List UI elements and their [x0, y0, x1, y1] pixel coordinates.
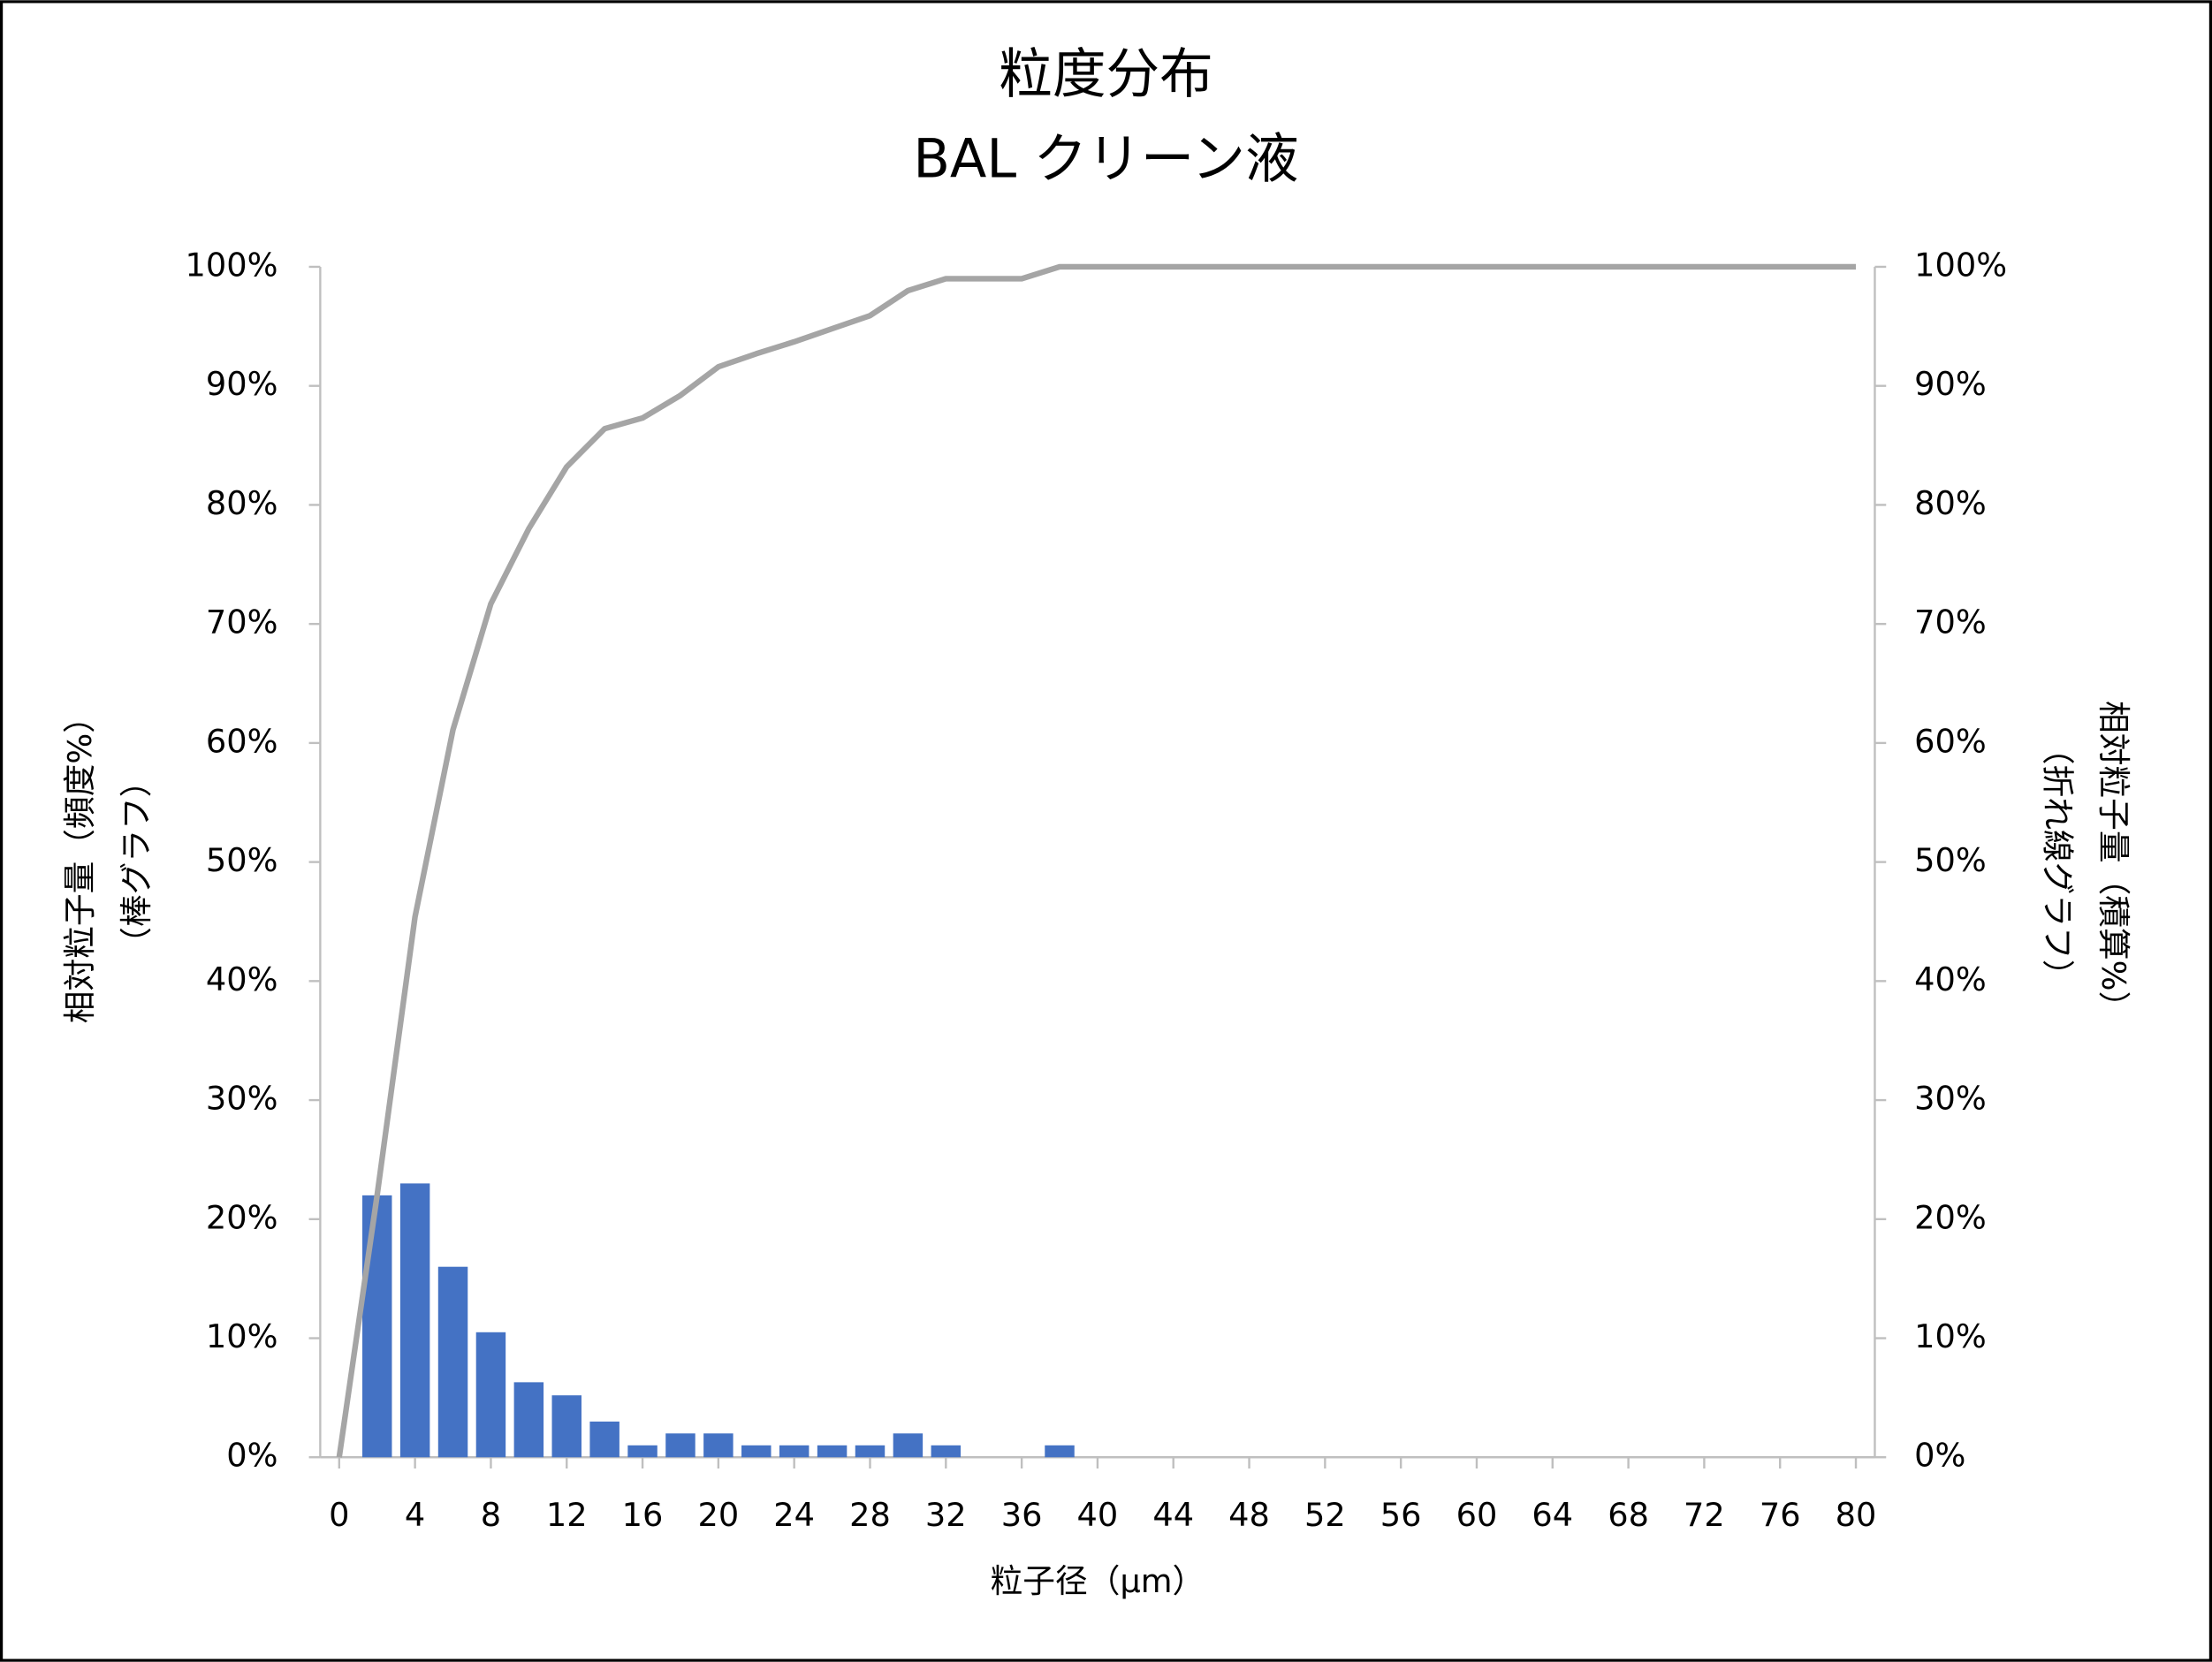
bar [513, 1382, 544, 1458]
bar [627, 1445, 658, 1458]
x-tick-label: 52 [1304, 1496, 1346, 1534]
bar [703, 1433, 734, 1458]
x-tick-label: 44 [1152, 1496, 1194, 1534]
bar [475, 1332, 506, 1458]
y2-axis-title: 相対粒子量（積算%） [2094, 701, 2132, 1023]
x-tick-label: 64 [1532, 1496, 1573, 1534]
bar [741, 1445, 772, 1458]
y2-tick-label: 60% [1914, 722, 1987, 760]
y2-axis-title: （折れ線グラフ） [2038, 732, 2076, 992]
y-axis-title: （棒グラフ） [118, 765, 156, 960]
x-tick-label: 68 [1608, 1496, 1649, 1534]
bar [855, 1445, 886, 1458]
y2-tick-label: 90% [1914, 365, 1987, 403]
x-tick-label: 4 [405, 1496, 425, 1534]
chart-subtitle: BAL クリーン液 [913, 128, 1298, 190]
y-tick-label: 30% [206, 1080, 278, 1118]
x-tick-label: 28 [849, 1496, 891, 1534]
bar [551, 1395, 582, 1458]
x-tick-label: 56 [1380, 1496, 1422, 1534]
x-tick-label: 80 [1836, 1496, 1877, 1534]
y-tick-label: 80% [206, 484, 278, 522]
bar [665, 1433, 696, 1458]
x-tick-label: 0 [329, 1496, 349, 1534]
x-tick-label: 72 [1684, 1496, 1725, 1534]
y-axis-title: 相対粒子量（頻度%） [61, 701, 99, 1023]
y-tick-label: 100% [186, 246, 278, 284]
x-tick-label: 40 [1077, 1496, 1119, 1534]
y-tick-label: 60% [206, 722, 278, 760]
x-axis-title: 粒子径（μm） [991, 1562, 1205, 1600]
chart-title: 粒度分布 [999, 44, 1213, 106]
y2-tick-label: 10% [1914, 1317, 1987, 1355]
bar [437, 1266, 468, 1458]
x-tick-label: 36 [1001, 1496, 1043, 1534]
x-tick-label: 60 [1456, 1496, 1498, 1534]
line [336, 263, 1857, 1458]
bar [817, 1445, 848, 1458]
y-tick-label: 10% [206, 1317, 278, 1355]
y2-tick-label: 50% [1914, 841, 1987, 879]
bar [361, 1195, 392, 1458]
y2-tick-label: 20% [1914, 1198, 1987, 1236]
y2-tick-label: 40% [1914, 960, 1987, 998]
bar [931, 1445, 962, 1458]
bar [589, 1421, 620, 1458]
x-tick-label: 16 [622, 1496, 664, 1534]
x-tick-label: 8 [481, 1496, 501, 1534]
x-tick-label: 24 [773, 1496, 815, 1534]
y2-tick-label: 0% [1914, 1437, 1965, 1475]
y-tick-label: 50% [206, 841, 278, 879]
x-tick-label: 32 [925, 1496, 967, 1534]
bar [779, 1445, 810, 1458]
x-tick-label: 12 [546, 1496, 588, 1534]
bar [893, 1433, 924, 1458]
y2-tick-label: 70% [1914, 603, 1987, 641]
x-tick-label: 76 [1760, 1496, 1801, 1534]
y-tick-label: 20% [206, 1198, 278, 1236]
x-tick-label: 20 [698, 1496, 740, 1534]
y-tick-label: 40% [206, 960, 278, 998]
bar [399, 1183, 430, 1458]
y-tick-label: 90% [206, 365, 278, 403]
bar [1045, 1445, 1075, 1458]
y2-tick-label: 30% [1914, 1080, 1987, 1118]
y2-tick-label: 100% [1914, 246, 2007, 284]
x-tick-label: 48 [1228, 1496, 1270, 1534]
y2-tick-label: 80% [1914, 484, 1987, 522]
y-tick-label: 0% [226, 1437, 277, 1475]
y-tick-label: 70% [206, 603, 278, 641]
